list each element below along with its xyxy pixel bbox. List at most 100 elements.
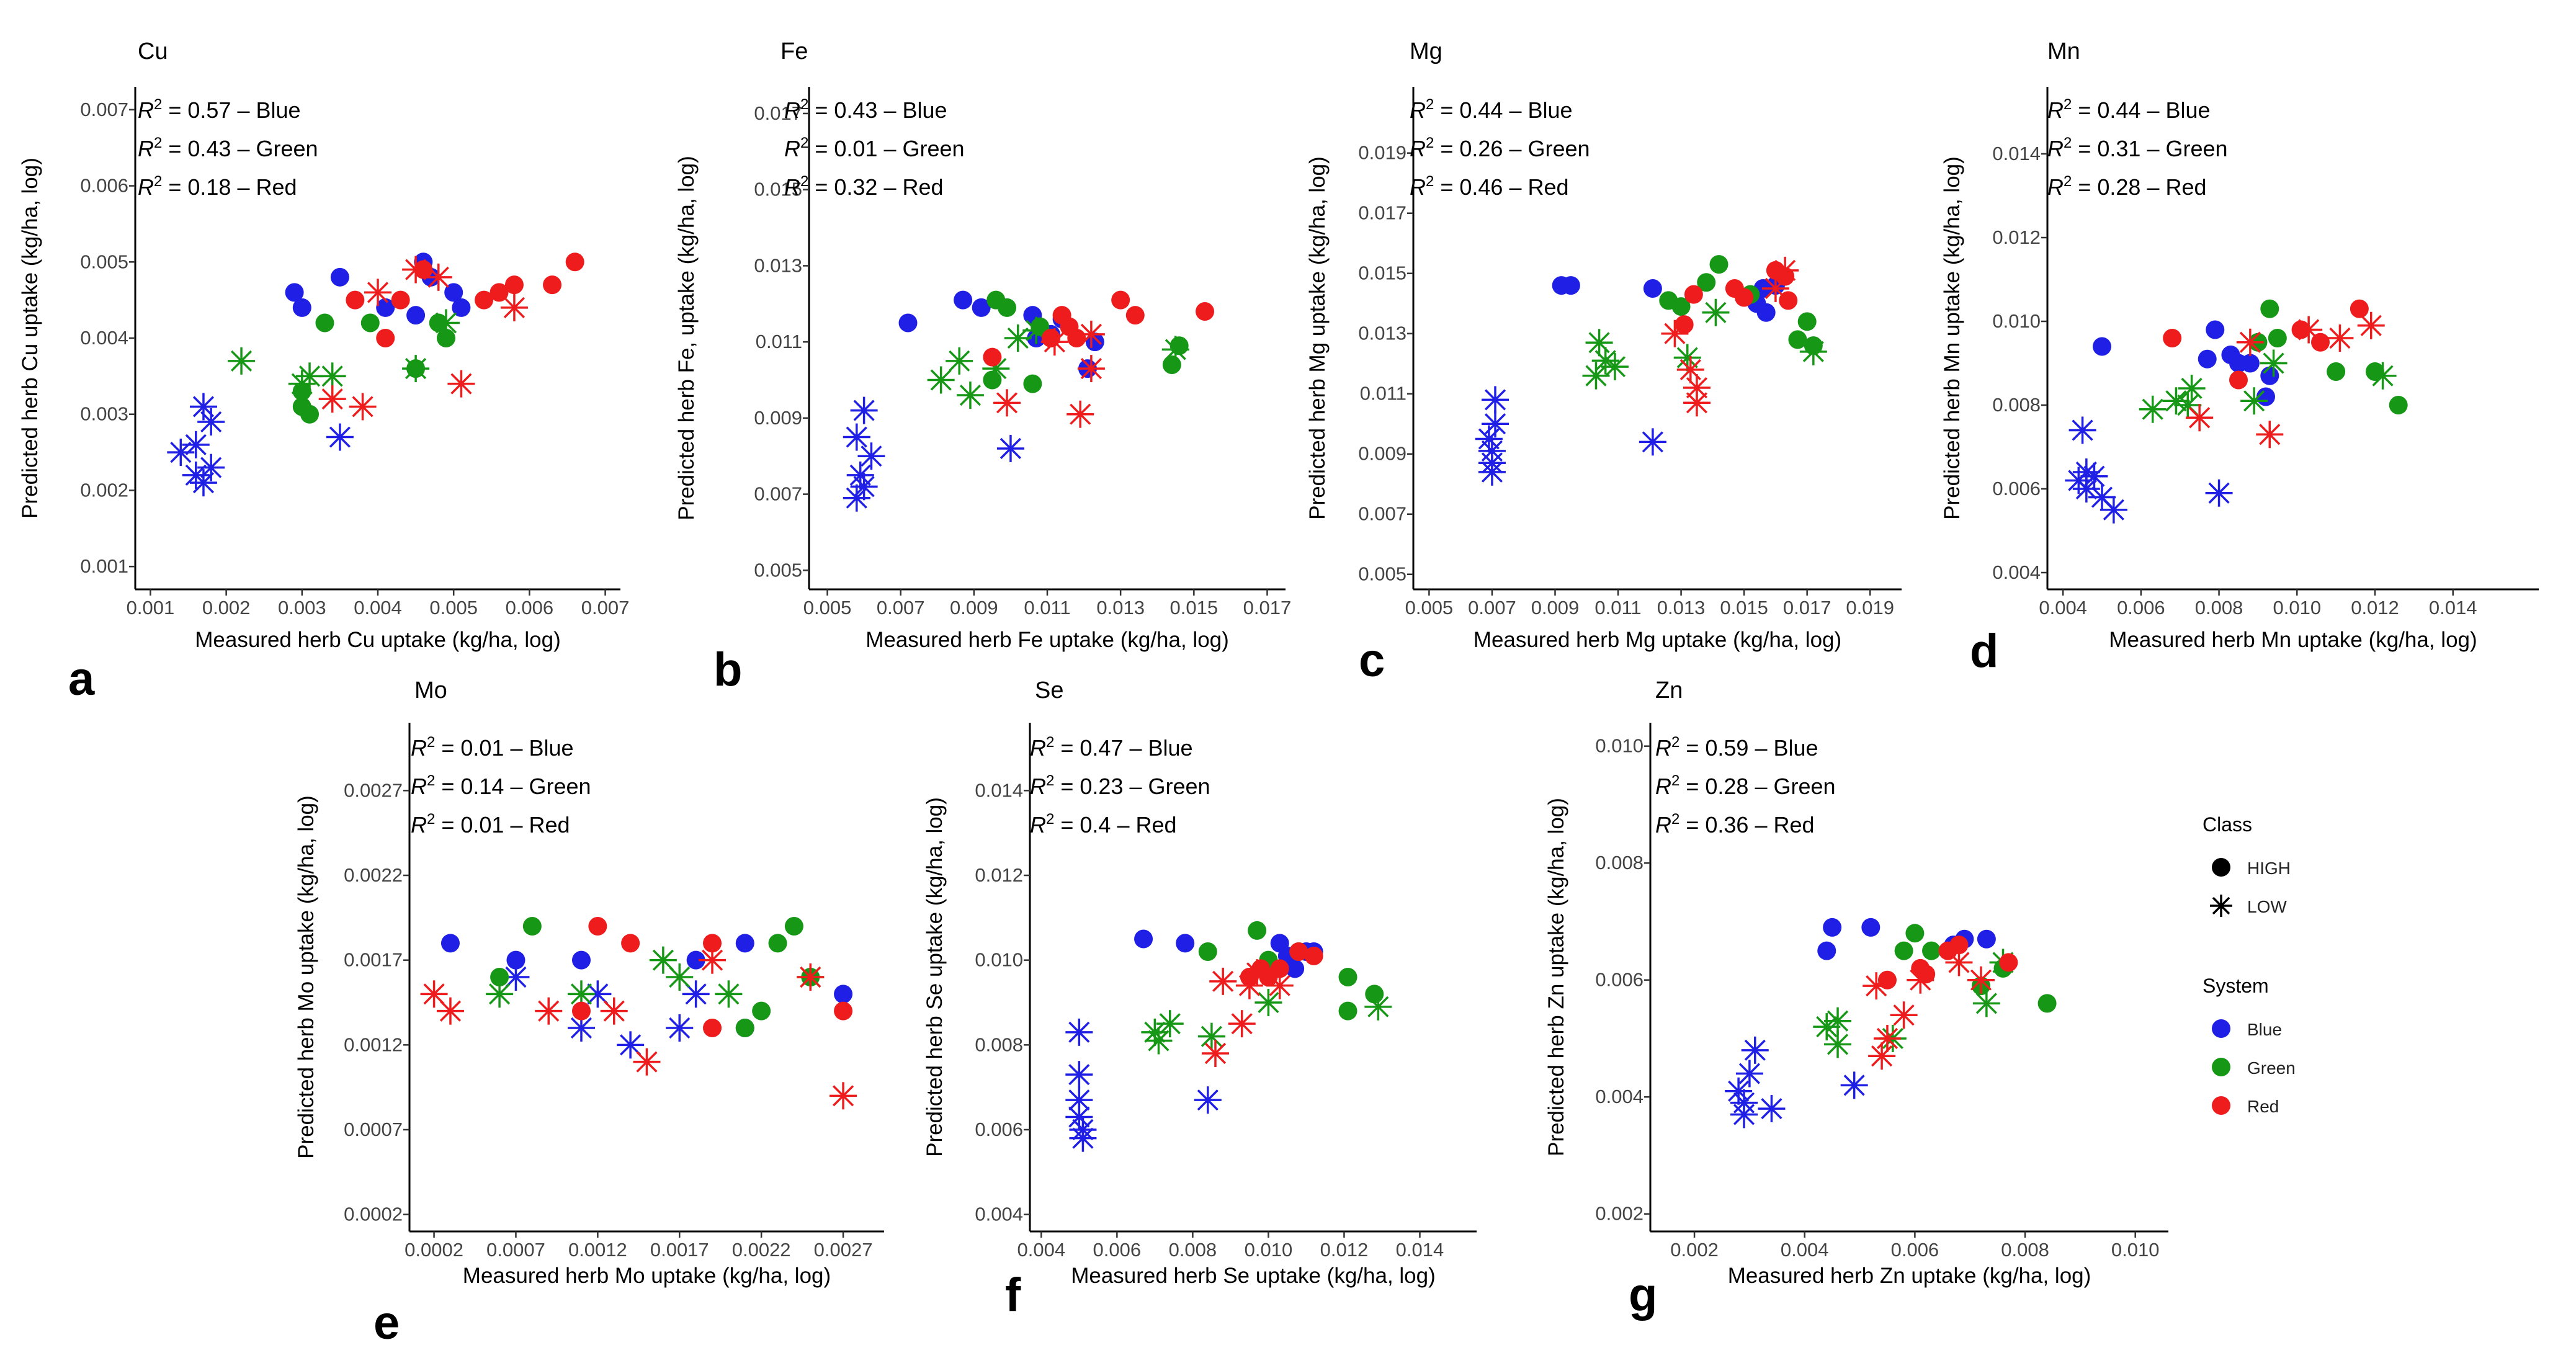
mo-point-blue-low: [682, 980, 710, 1008]
fe-point-blue-low: [857, 442, 885, 470]
mg-point-green-high: [1797, 312, 1817, 331]
mn-y-tick-label: 0.006: [1992, 478, 2041, 499]
mg-y-tick-label: 0.019: [1358, 142, 1407, 164]
zn-y-axis-label: Predicted herb Zn uptake (kg/ha, log): [1544, 798, 1568, 1156]
zn-point-red-high: [1999, 953, 2018, 972]
zn-y-tick-label: 0.004: [1595, 1086, 1644, 1107]
zn-point-blue-high: [1977, 929, 1996, 949]
fe-panel-title: Fe: [780, 38, 808, 65]
fe-point-red-high: [1125, 306, 1145, 325]
mo-y-tick-label: 0.0007: [344, 1119, 403, 1140]
r2-value: = 0.31: [2072, 136, 2140, 161]
mn-x-axis-label: Measured herb Mn uptake (kg/ha, log): [2109, 628, 2477, 652]
fe-point-green-low: [956, 382, 984, 409]
r2-superscript: 2: [154, 173, 162, 190]
r2-dash: –: [1123, 735, 1148, 761]
r2-symbol: R: [1655, 774, 1671, 799]
mg-point-green-high: [1671, 297, 1691, 316]
cu-x-tick-label: 0.003: [278, 597, 326, 619]
fe-point-green-high: [998, 298, 1017, 317]
mo-point-green-high: [784, 917, 803, 936]
mn-point-green-low: [2260, 349, 2288, 377]
mg-point-red-low: [1771, 256, 1799, 284]
se-x-tick-label: 0.006: [1093, 1239, 1142, 1261]
fe-point-blue-low: [843, 423, 870, 451]
mo-point-blue-low: [567, 1014, 595, 1042]
legend-blue-label: Blue: [2247, 1020, 2282, 1039]
se-point-green-low: [1156, 1010, 1184, 1038]
fe-point-blue-high: [954, 290, 973, 310]
mo-point-blue-high: [441, 934, 460, 953]
fe-point-green-low: [1161, 336, 1189, 364]
mn-point-green-low: [2369, 362, 2397, 390]
mo-point-green-low: [486, 980, 514, 1008]
mn-x-tick-label: 0.008: [2195, 597, 2243, 619]
r2-superscript: 2: [1046, 811, 1054, 828]
zn-point-red-low: [1890, 1001, 1918, 1029]
fe-r2-annotation: R2 = 0.32 – Red: [784, 173, 944, 200]
r2-dash: –: [2140, 97, 2165, 123]
cu-point-green-low: [402, 355, 430, 383]
fe-point-green-high: [1023, 374, 1042, 393]
mn-point-blue-high: [2240, 354, 2260, 373]
mn-point-blue-low: [2205, 479, 2233, 507]
mg-point-red-high: [1735, 288, 1754, 307]
se-point-blue-low: [1065, 1086, 1093, 1114]
mo-point-green-high: [735, 1019, 754, 1037]
fe-y-tick-label: 0.017: [754, 102, 802, 124]
r2-system: Blue: [529, 735, 573, 761]
r2-value: = 0.57: [162, 97, 231, 123]
cu-point-red-low: [349, 393, 377, 421]
cu-x-axis-label: Measured herb Cu uptake (kg/ha, log): [195, 628, 561, 652]
r2-superscript: 2: [1046, 772, 1054, 789]
fe-x-tick-label: 0.015: [1170, 597, 1219, 619]
mg-point-blue-low: [1478, 458, 1506, 486]
cu-r2-annotation: R2 = 0.57 – Blue: [138, 96, 301, 123]
r2-dash: –: [1503, 174, 1527, 200]
cu-y-tick-label: 0.002: [80, 479, 128, 501]
mo-point-green-high: [490, 968, 509, 986]
zn-point-green-low: [1972, 989, 2000, 1017]
mg-x-tick-label: 0.015: [1720, 597, 1768, 619]
mg-point-red-high: [1684, 285, 1703, 304]
r2-value: = 0.47: [1054, 735, 1123, 761]
se-r2-annotation: R2 = 0.23 – Green: [1030, 772, 1210, 799]
se-point-green-low: [1364, 993, 1392, 1021]
mg-y-tick-label: 0.015: [1358, 262, 1407, 284]
mn-x-tick-label: 0.012: [2351, 597, 2399, 619]
se-y-tick-label: 0.010: [975, 949, 1023, 971]
cu-point-red-low: [447, 370, 475, 398]
cu-point-red-high: [565, 252, 584, 272]
cu-point-blue-high: [444, 283, 463, 302]
se-point-red-high: [1289, 942, 1308, 961]
mn-point-red-low: [2357, 311, 2385, 339]
zn-point-blue-high: [1817, 941, 1836, 960]
se-x-tick-label: 0.004: [1017, 1239, 1066, 1261]
fe-point-red-high: [1111, 290, 1130, 310]
legend-high-marker: [2212, 858, 2230, 877]
se-y-tick-label: 0.008: [975, 1034, 1023, 1055]
fe-x-tick-label: 0.013: [1096, 597, 1145, 619]
cu-r2-annotation: R2 = 0.18 – Red: [138, 173, 297, 200]
cu-point-red-high: [346, 290, 365, 310]
mg-point-blue-low: [1482, 386, 1509, 414]
r2-value: = 0.01: [435, 812, 504, 838]
fe-x-tick-label: 0.007: [877, 597, 925, 619]
mo-point-blue-high: [735, 934, 754, 953]
r2-symbol: R: [1030, 735, 1046, 761]
zn-point-blue-low: [1735, 1060, 1763, 1088]
fe-r2-annotation: R2 = 0.01 – Green: [784, 135, 965, 161]
r2-system: Green: [902, 136, 964, 161]
r2-value: = 0.44: [1434, 97, 1503, 123]
cu-point-red-high: [391, 290, 410, 310]
se-point-red-low: [1228, 1010, 1256, 1038]
legend-red-label: Red: [2247, 1097, 2279, 1116]
mg-point-blue-high: [1643, 279, 1662, 298]
r2-symbol: R: [1655, 735, 1671, 761]
r2-system: Green: [1148, 774, 1210, 799]
mn-x-tick-label: 0.004: [2039, 597, 2087, 619]
cu-point-red-high: [543, 275, 562, 295]
fe-point-red-low: [1077, 320, 1105, 348]
zn-x-tick-label: 0.010: [2111, 1239, 2160, 1261]
mg-x-tick-label: 0.005: [1405, 597, 1454, 619]
